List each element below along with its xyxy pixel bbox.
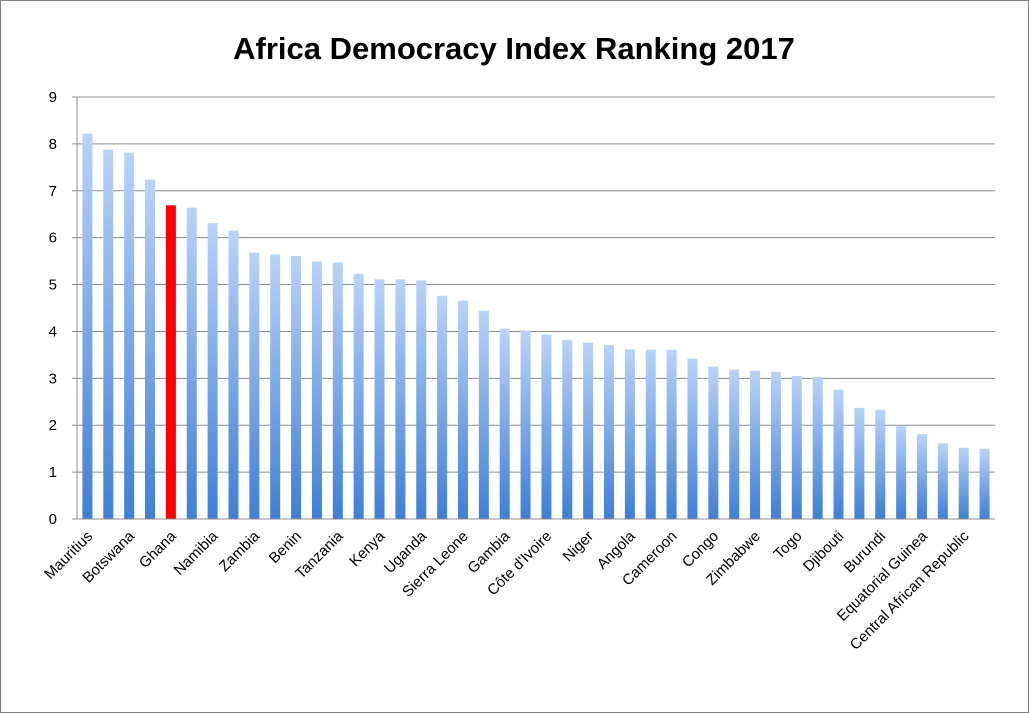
bar-unlabeled-13: [353, 273, 364, 519]
bar-unlabeled-41: [937, 443, 948, 519]
bar-togo: [791, 375, 802, 519]
y-tick-label: 7: [49, 183, 57, 200]
bar-unlabeled-31: [729, 369, 740, 519]
bar-unlabeled-19: [478, 310, 489, 519]
bar-unlabeled-3: [145, 179, 156, 519]
y-tick-label: 4: [49, 323, 57, 340]
bar-unlabeled-9: [270, 254, 281, 519]
y-tick-label: 8: [49, 136, 57, 153]
bar-unlabeled-15: [395, 279, 406, 519]
y-tick-label: 1: [49, 464, 57, 481]
bar-unlabeled-17: [437, 295, 448, 519]
bar-mauritius: [82, 133, 93, 519]
y-tick-label: 0: [49, 511, 57, 528]
y-axis-tick-labels: 0 1 2 3 4 5 6 7 8 9: [49, 89, 77, 528]
bar-zimbabwe: [750, 370, 761, 519]
bar-tanzania: [332, 262, 343, 519]
bar-unlabeled-21: [520, 330, 531, 519]
bar-sierra-leone: [457, 300, 468, 519]
x-tick-label: Niger: [560, 528, 597, 565]
bar-unlabeled-25: [604, 345, 615, 519]
bar-unlabeled-7: [228, 230, 239, 519]
bar-zambia: [249, 252, 260, 519]
bar-unlabeled-43: [979, 448, 990, 519]
bar-djibouti: [833, 389, 844, 519]
bar-angola: [624, 349, 635, 519]
bar-uganda: [416, 280, 427, 519]
x-tick-label: Zambia: [216, 527, 264, 575]
bar-unlabeled-27: [645, 349, 656, 519]
bar-burundi: [875, 409, 886, 519]
bar-congo: [708, 366, 719, 519]
bar-niger: [583, 342, 594, 519]
y-tick-label: 9: [49, 89, 57, 106]
bar-central-african-republic: [958, 447, 969, 519]
bar-ghana: [165, 205, 176, 519]
bar-c-te-d-ivoire: [541, 334, 552, 519]
x-tick-label: Togo: [771, 528, 806, 563]
bar-unlabeled-33: [770, 371, 781, 519]
bar-equatorial-guinea: [916, 434, 927, 519]
x-tick-label: Benin: [266, 528, 305, 567]
bar-unlabeled-5: [186, 207, 197, 519]
x-tick-label: Djibouti: [800, 528, 847, 575]
bar-unlabeled-1: [103, 149, 114, 519]
bar-botswana: [124, 152, 135, 519]
y-tick-label: 6: [49, 230, 57, 247]
bar-benin: [291, 255, 302, 519]
bar-unlabeled-39: [896, 426, 907, 519]
x-tick-label: Namibia: [171, 527, 222, 578]
bar-namibia: [207, 223, 218, 519]
bar-unlabeled-37: [854, 407, 865, 519]
bar-unlabeled-29: [687, 358, 698, 519]
bar-kenya: [374, 279, 385, 519]
chart-title: Africa Democracy Index Ranking 2017: [233, 31, 795, 66]
bar-unlabeled-23: [562, 339, 573, 519]
bar-gambia: [499, 328, 510, 519]
bar-cameroon: [666, 349, 677, 519]
y-tick-label: 2: [49, 417, 57, 434]
y-tick-label: 3: [49, 370, 57, 387]
axes: [76, 97, 995, 520]
y-tick-label: 5: [49, 277, 57, 294]
bars: [82, 133, 990, 519]
bar-unlabeled-11: [311, 261, 322, 519]
bar-unlabeled-35: [812, 376, 823, 519]
